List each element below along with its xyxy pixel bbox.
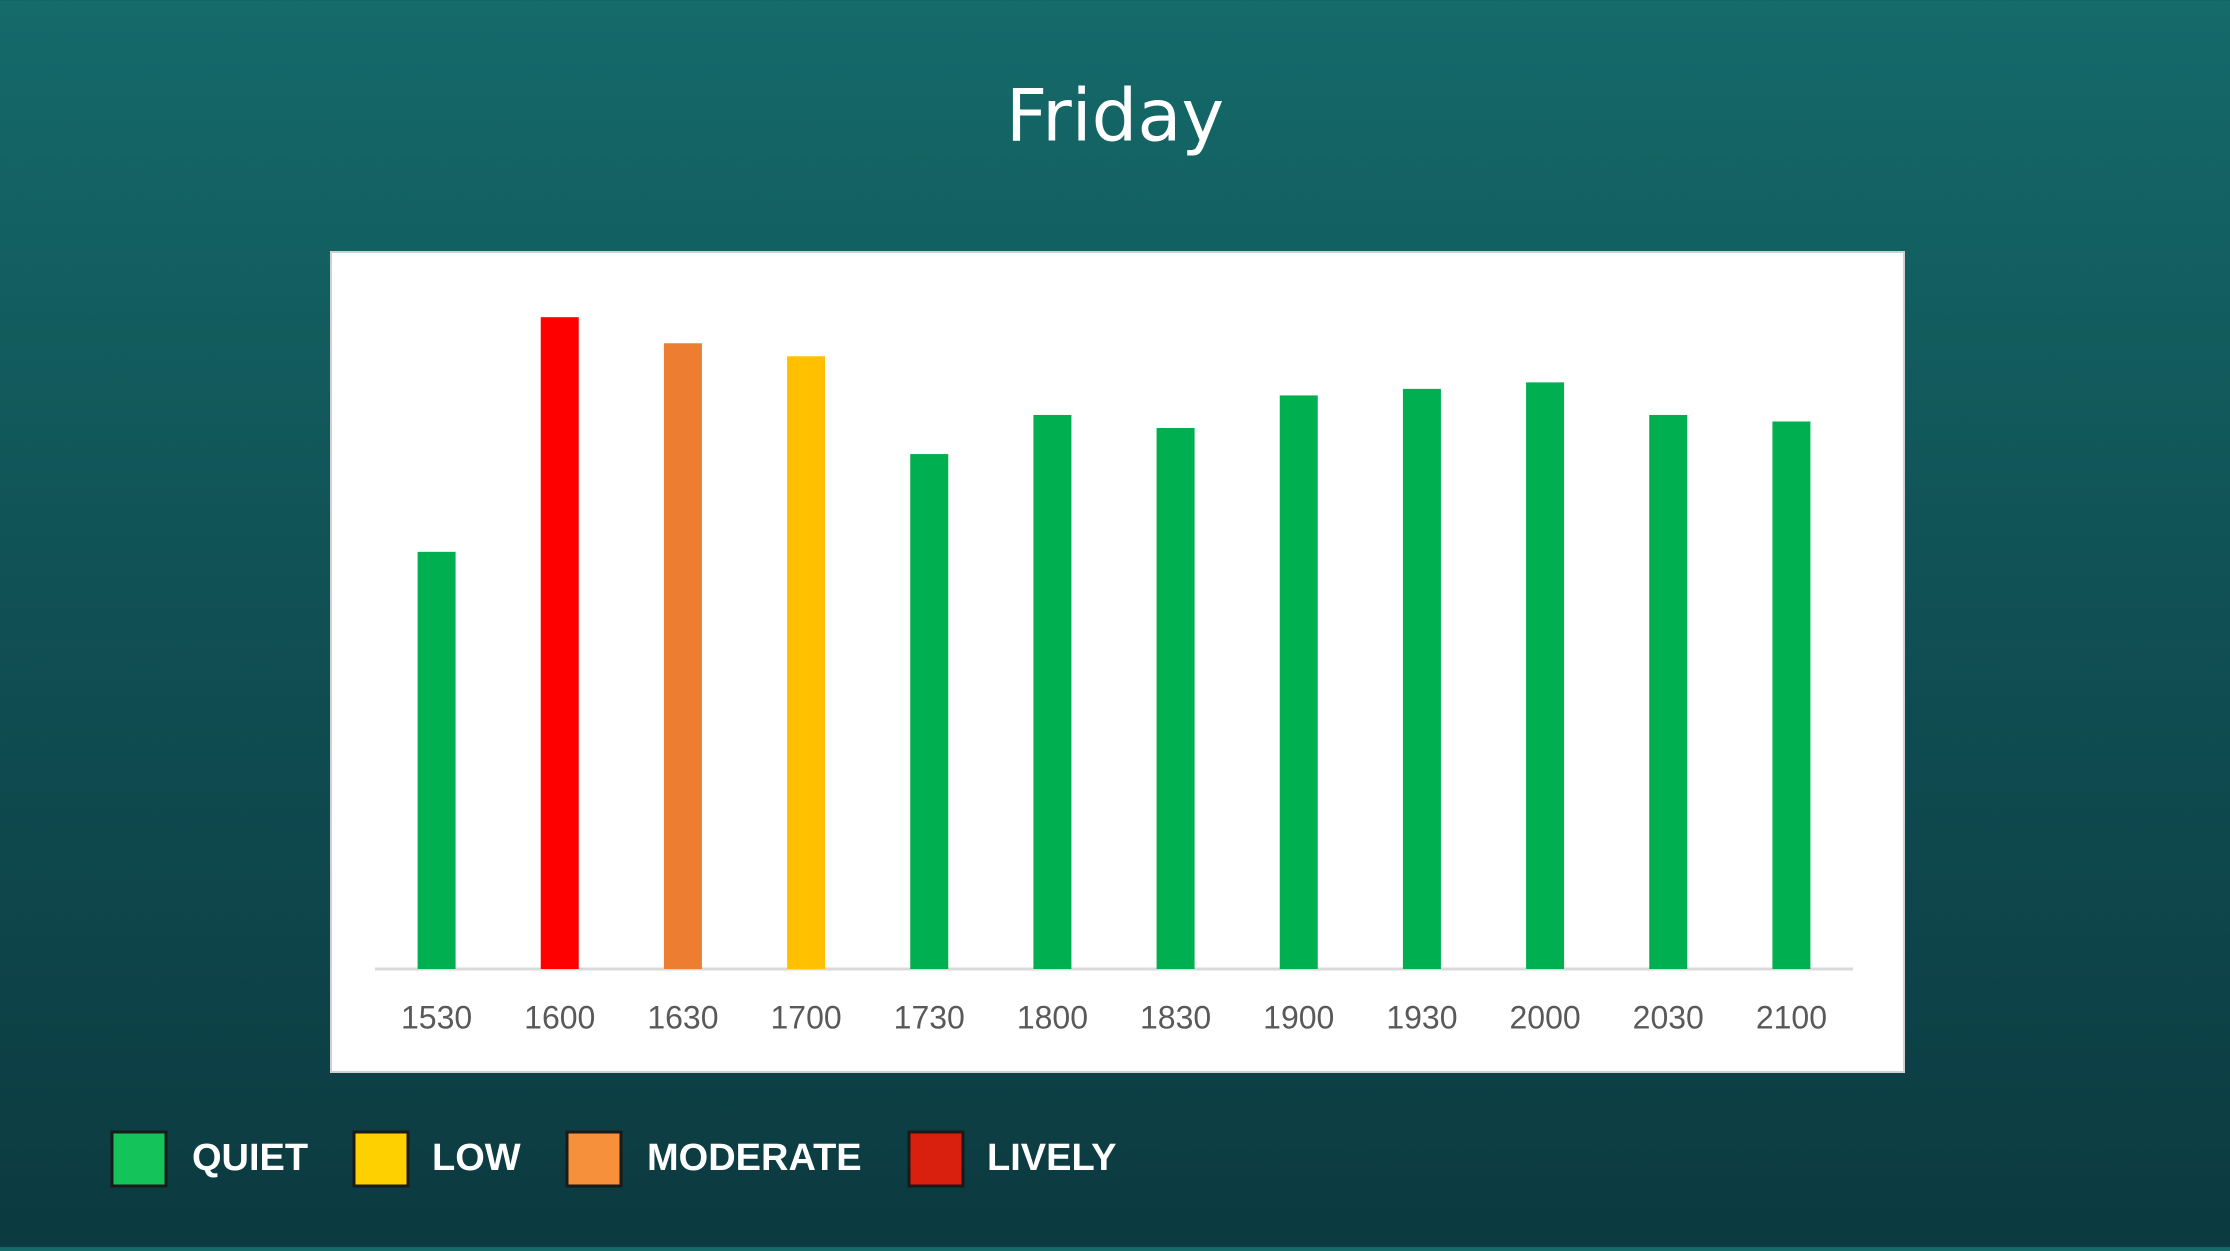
x-tick-label: 1930 [1386, 999, 1457, 1035]
chart-title: Friday [1006, 74, 1224, 158]
x-tick-label: 2000 [1509, 999, 1580, 1035]
x-tick-label: 1830 [1140, 999, 1211, 1035]
x-tick-label: 1600 [524, 999, 595, 1035]
bar [1402, 388, 1441, 969]
plot-area [330, 251, 1905, 1073]
bar [663, 343, 702, 970]
bar [417, 551, 456, 969]
x-tick-label: 1800 [1017, 999, 1088, 1035]
x-tick-label: 1730 [894, 999, 965, 1035]
bar [1279, 395, 1318, 969]
legend-swatch [352, 1130, 410, 1188]
bar [1649, 414, 1688, 969]
bar [910, 454, 949, 970]
bar [1772, 421, 1811, 969]
legend-swatch [110, 1130, 168, 1188]
legend-swatch [565, 1130, 623, 1188]
bar [1033, 414, 1072, 969]
bar [1156, 427, 1195, 969]
bar [1526, 382, 1565, 969]
legend-label: LOW [432, 1137, 521, 1179]
legend-label: QUIET [192, 1137, 308, 1179]
x-tick-label: 1700 [770, 999, 841, 1035]
legend-label: MODERATE [647, 1137, 862, 1179]
legend-swatch [907, 1130, 965, 1188]
x-tick-label: 2030 [1633, 999, 1704, 1035]
legend-label: LIVELY [987, 1137, 1117, 1179]
x-tick-label: 1530 [401, 999, 472, 1035]
bar [540, 317, 579, 969]
bar [787, 356, 826, 970]
x-tick-label: 1900 [1263, 999, 1334, 1035]
x-tick-label: 1630 [647, 999, 718, 1035]
x-tick-label: 2100 [1756, 999, 1827, 1035]
